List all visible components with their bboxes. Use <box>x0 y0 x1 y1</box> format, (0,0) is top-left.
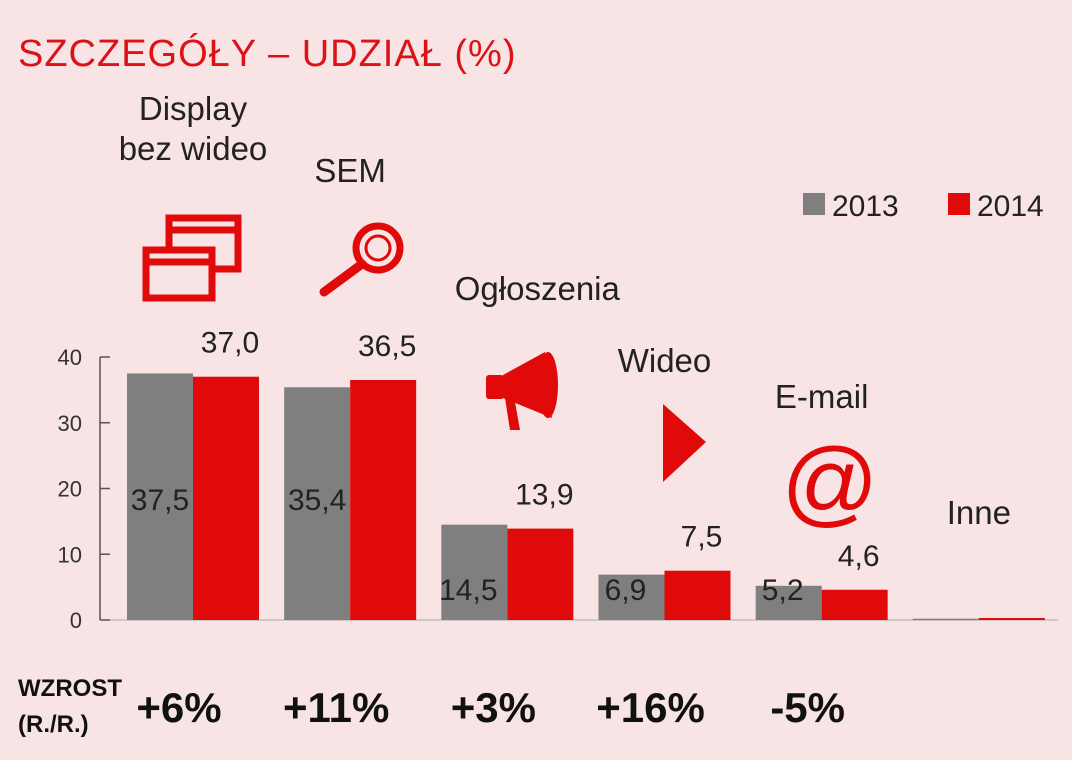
growth-value-4: -5% <box>770 684 845 731</box>
category-label-0: Display <box>139 90 248 127</box>
legend-swatch-2014 <box>948 193 970 215</box>
category-label-2: Ogłoszenia <box>455 270 621 307</box>
bar-2013-5 <box>912 618 979 621</box>
growth-value-3: +16% <box>596 684 705 731</box>
bar-2014-2 <box>507 528 574 620</box>
bar-2013-1 <box>284 387 351 620</box>
bar-2013-2 <box>441 524 508 620</box>
value-label-2014-1: 36,5 <box>358 330 416 363</box>
value-label-2014-4: 4,6 <box>838 540 880 573</box>
y-tick-label: 0 <box>70 608 82 633</box>
play-icon <box>663 404 706 482</box>
bar-2014-0 <box>193 376 259 620</box>
value-label-2014-0: 37,0 <box>201 327 259 360</box>
value-label-2013-2: 14,5 <box>439 574 497 607</box>
growth-value-1: +11% <box>283 684 389 731</box>
legend: 2013 2014 <box>803 190 1044 223</box>
bar-2013-4 <box>755 585 822 620</box>
display-windows-icon <box>142 214 242 302</box>
category-label-5: Inne <box>947 494 1011 531</box>
magnifier-icon <box>319 222 404 297</box>
category-label-1: SEM <box>314 152 386 189</box>
chart-title: SZCZEGÓŁY – UDZIAŁ (%) <box>18 32 517 75</box>
category-label-0: bez wideo <box>119 130 268 167</box>
growth-header: WZROST (R./R.) <box>18 675 122 738</box>
legend-swatch-2013 <box>803 193 825 215</box>
bar-2014-1 <box>350 380 417 620</box>
y-tick-label: 40 <box>58 345 82 370</box>
growth-header-line2: (R./R.) <box>18 711 89 738</box>
bars <box>127 373 1045 621</box>
at-sign-icon: @ <box>781 429 878 536</box>
category-label-3: Wideo <box>618 342 712 379</box>
legend-label-2013: 2013 <box>832 190 899 223</box>
bar-2014-3 <box>664 570 731 620</box>
growth-row: +6% +11% +3% +16% -5% <box>136 684 845 731</box>
bar-2014-5 <box>978 618 1045 620</box>
y-tick-label: 10 <box>58 542 82 567</box>
value-label-2014-2: 13,9 <box>515 479 573 512</box>
y-tick-label: 20 <box>58 477 82 502</box>
value-label-2013-1: 35,4 <box>288 484 346 517</box>
growth-value-0: +6% <box>136 684 221 731</box>
bar-2013-0 <box>127 373 193 620</box>
value-labels: 37,5 37,0 35,4 36,5 14,5 13,9 6,9 7,5 5,2 4,6 <box>131 327 880 607</box>
growth-value-2: +3% <box>451 684 536 731</box>
value-label-2013-0: 37,5 <box>131 484 189 517</box>
y-axis: 0 10 20 30 40 <box>58 345 1058 633</box>
bar-2014-4 <box>821 589 888 620</box>
bar-2013-3 <box>598 574 665 620</box>
category-label-4: E-mail <box>775 378 869 415</box>
y-tick-label: 30 <box>58 411 82 436</box>
value-label-2013-4: 5,2 <box>762 574 804 607</box>
megaphone-icon <box>486 352 558 430</box>
value-label-2014-3: 7,5 <box>681 521 723 554</box>
value-label-2013-3: 6,9 <box>605 574 647 607</box>
legend-label-2014: 2014 <box>977 190 1044 223</box>
growth-header-line1: WZROST <box>18 675 122 702</box>
